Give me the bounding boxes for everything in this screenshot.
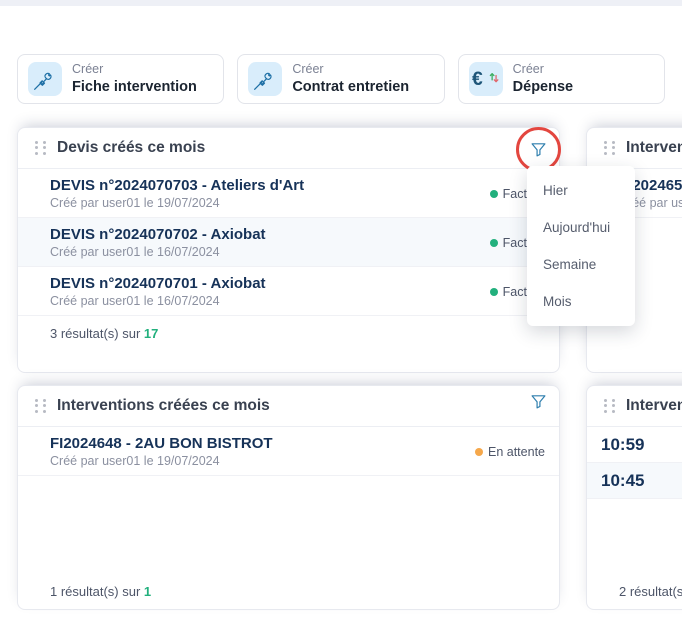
svg-text:€: €: [472, 69, 483, 90]
